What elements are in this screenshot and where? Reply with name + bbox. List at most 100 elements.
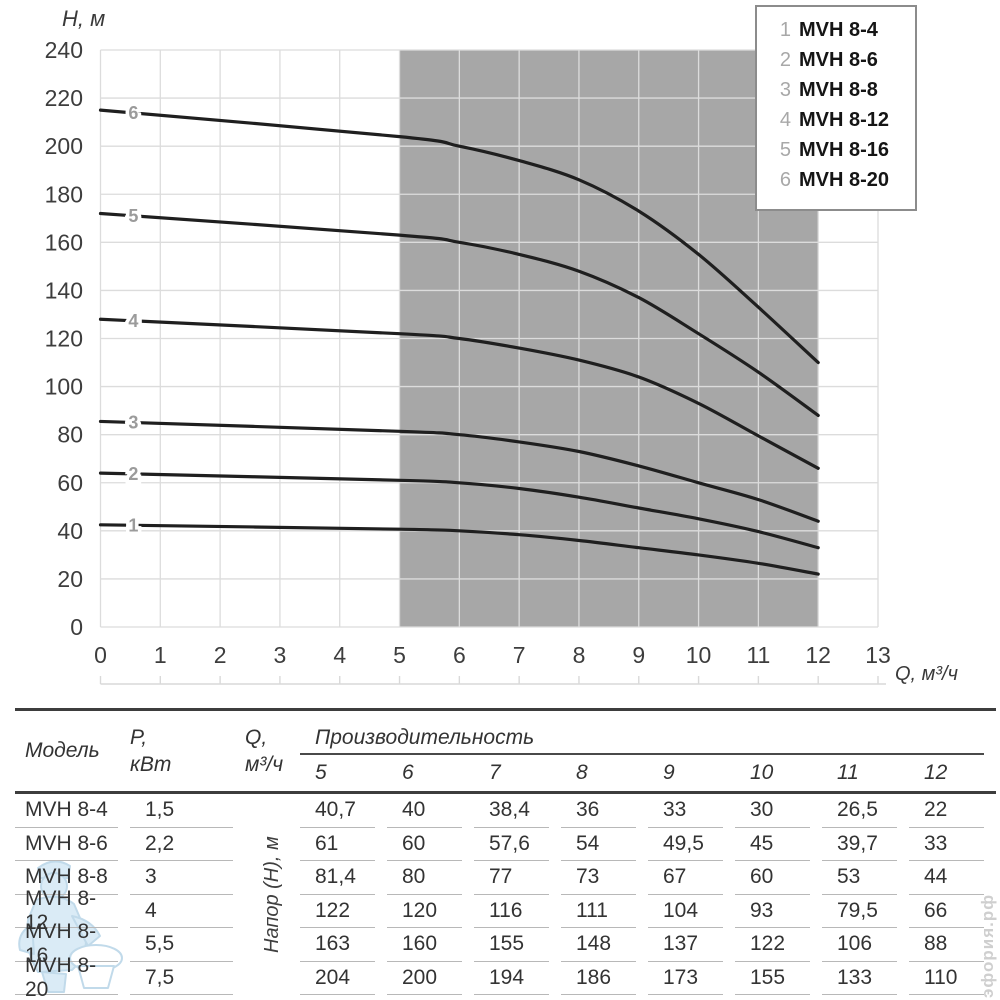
power-cell: 3 [130, 861, 233, 895]
head-value-cell: 80 [387, 861, 462, 895]
power-cell: 5,5 [130, 928, 233, 962]
legend-model-label: MVH 8-6 [799, 49, 878, 71]
column-header-model: Модель [25, 739, 100, 762]
head-value-cell: 111 [561, 895, 636, 928]
power-cell: 1,5 [130, 794, 233, 828]
head-value-cell: 40 [387, 794, 462, 828]
x-tick-label: 2 [214, 642, 227, 668]
head-value-cell: 26,5 [822, 794, 897, 828]
legend-curve-number: 2 [779, 49, 791, 71]
column-header-flow: Q, м³/ч [245, 725, 284, 776]
model-cell: MVH 8-4 [15, 794, 118, 828]
curve-number-label: 5 [128, 206, 138, 226]
head-value-cell: 57,6 [474, 828, 549, 861]
x-tick-label: 4 [333, 642, 346, 668]
head-value-cell: 54 [561, 828, 636, 861]
y-tick-label: 100 [45, 374, 83, 400]
legend-curve-number: 6 [779, 169, 791, 191]
x-tick-label: 10 [686, 642, 712, 668]
legend-item-mvh-8-16: 5 MVH 8-16 [777, 139, 915, 169]
x-tick-label: 0 [94, 642, 107, 668]
y-axis-title: H, м [62, 6, 106, 31]
curve-number-label: 3 [128, 413, 138, 433]
head-value-cell: 163 [300, 928, 375, 962]
y-tick-label: 240 [45, 37, 83, 63]
y-tick-label: 20 [57, 566, 83, 592]
flow-col-header: 7 [489, 761, 501, 784]
legend-item-mvh-8-6: 2 MVH 8-6 [777, 49, 915, 79]
power-cell: 7,5 [130, 962, 233, 995]
x-tick-label: 9 [632, 642, 645, 668]
head-value-cell: 60 [735, 861, 810, 895]
head-value-cell: 200 [387, 962, 462, 995]
head-value-cell: 22 [909, 794, 984, 828]
y-tick-label: 160 [45, 229, 83, 255]
y-tick-label: 140 [45, 277, 83, 303]
column-header-capacity-group: Производительность [300, 711, 984, 755]
flow-col-header: 11 [837, 761, 859, 784]
x-tick-label: 11 [746, 642, 770, 668]
curve-mvh-8-16 [98, 211, 820, 417]
head-value-cell: 61 [300, 828, 375, 861]
x-tick-label: 5 [393, 642, 406, 668]
power-cell: 4 [130, 895, 233, 928]
head-value-cell: 67 [648, 861, 723, 895]
head-value-cell: 116 [474, 895, 549, 928]
head-value-cell: 40,7 [300, 794, 375, 828]
head-value-cell: 49,5 [648, 828, 723, 861]
legend-item-mvh-8-4: 1 MVH 8-4 [777, 19, 915, 49]
legend-curve-number: 4 [779, 109, 791, 131]
flow-col-header: 12 [924, 761, 948, 784]
curve-number-label: 1 [128, 515, 138, 535]
x-tick-label: 7 [513, 642, 526, 668]
x-tick-label: 13 [865, 642, 891, 668]
head-value-cell: 173 [648, 962, 723, 995]
y-tick-label: 220 [45, 85, 83, 111]
head-value-cell: 110 [909, 962, 984, 995]
curve-number-label: 6 [128, 103, 138, 123]
head-value-cell: 73 [561, 861, 636, 895]
legend-curve-number: 1 [779, 19, 791, 41]
y-tick-label: 0 [70, 614, 83, 640]
head-value-cell: 133 [822, 962, 897, 995]
legend-curve-number: 3 [779, 79, 791, 101]
head-value-cell: 88 [909, 928, 984, 962]
y-tick-label: 60 [57, 470, 83, 496]
performance-table: Модель P, кВт Q, м³/ч Производительность… [15, 708, 996, 1000]
legend-model-label: MVH 8-20 [799, 169, 890, 191]
curve-mvh-8-8 [98, 419, 820, 523]
head-value-cell: 60 [387, 828, 462, 861]
chart-legend: 1 MVH 8-4 2 MVH 8-6 3 MVH 8-8 4 MVH 8-12 5 MVH 8-… [755, 5, 917, 211]
plumber-mascot-icon [18, 860, 123, 993]
head-value-cell: 160 [387, 928, 462, 962]
head-value-cell: 104 [648, 895, 723, 928]
head-value-cell: 155 [474, 928, 549, 962]
head-value-cell: 106 [822, 928, 897, 962]
curve-mvh-8-12 [98, 317, 820, 470]
model-cell: MVH 8-8 [15, 861, 118, 895]
head-value-cell: 155 [735, 962, 810, 995]
table-body: Напор (H), м MVH 8-4 1,5 40,7 40 38,4 36 33 30 2… [15, 794, 996, 1000]
y-tick-label: 200 [45, 133, 83, 159]
x-tick-label: 3 [274, 642, 287, 668]
head-value-cell: 30 [735, 794, 810, 828]
model-cell: MVH 8-20 [15, 954, 118, 1000]
model-cell: MVH 8-6 [15, 828, 118, 861]
head-value-cell: 66 [909, 895, 984, 928]
y-tick-label: 180 [45, 181, 83, 207]
head-value-cell: 77 [474, 861, 549, 895]
head-value-cell: 186 [561, 962, 636, 995]
legend-curve-number: 5 [779, 139, 791, 161]
head-value-cell: 44 [909, 861, 984, 895]
flow-col-header: 9 [663, 761, 675, 784]
flow-col-header: 8 [576, 761, 588, 784]
curve-mvh-8-4 [98, 523, 820, 576]
legend-item-mvh-8-8: 3 MVH 8-8 [777, 79, 915, 109]
head-axis-side-label: Напор (H), м [261, 836, 283, 953]
y-tick-label: 40 [57, 518, 83, 544]
head-value-cell: 38,4 [474, 794, 549, 828]
head-value-cell: 33 [909, 828, 984, 861]
flow-col-header: 5 [315, 761, 327, 784]
head-value-cell: 36 [561, 794, 636, 828]
